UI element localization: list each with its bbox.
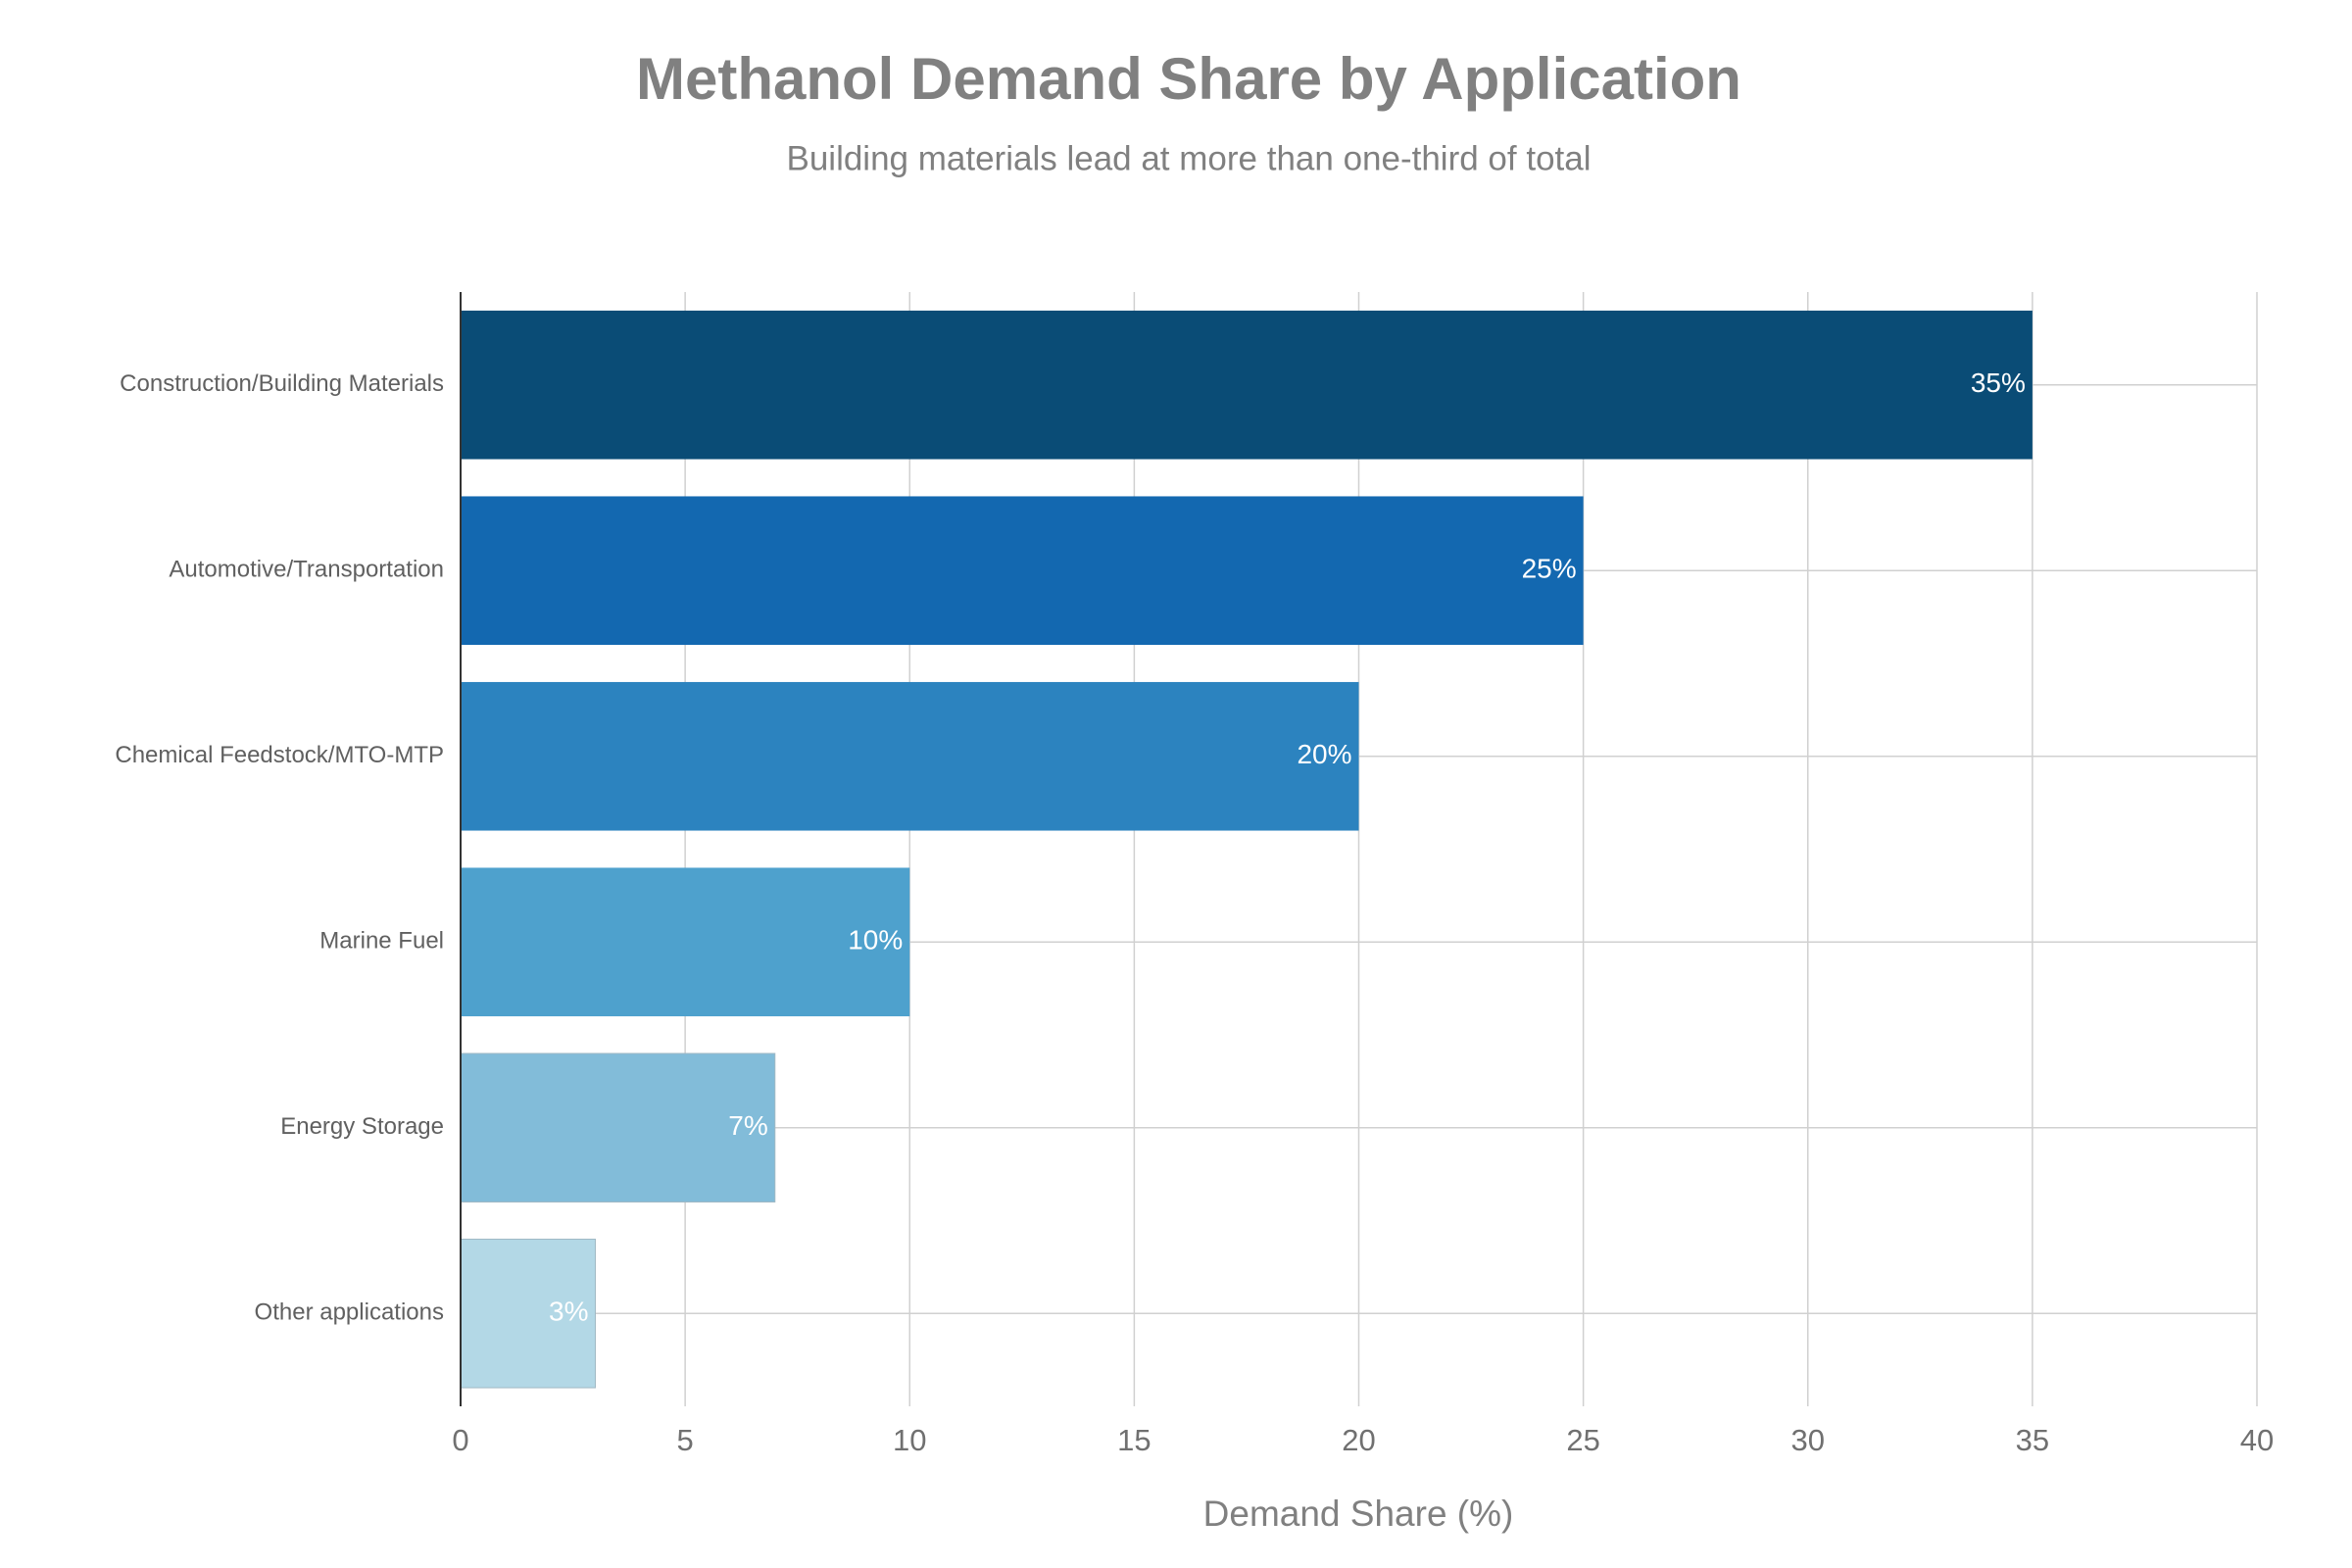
bar [461, 681, 1359, 831]
x-tick-label: 10 [893, 1423, 926, 1457]
data-label: 25% [1522, 554, 1577, 584]
x-tick-label: 25 [1566, 1423, 1599, 1457]
x-tick-label: 30 [1791, 1423, 1825, 1457]
bar [460, 1238, 596, 1389]
x-tick-label: 20 [1342, 1423, 1375, 1457]
x-tick-label: 35 [2016, 1423, 2049, 1457]
x-axis-label: Demand Share (%) [1203, 1494, 1514, 1534]
chart-title: Methanol Demand Share by Application [636, 46, 1741, 112]
y-tick-label: Construction/Building Materials [120, 370, 444, 397]
y-tick-label: Chemical Feedstock/MTO-MTP [115, 742, 444, 768]
bar [461, 867, 910, 1017]
y-tick-label: Other applications [255, 1299, 444, 1326]
bar [460, 1053, 776, 1203]
x-tick-label: 15 [1117, 1423, 1151, 1457]
data-label: 20% [1297, 739, 1351, 769]
data-label: 10% [848, 925, 903, 956]
chart-subtitle: Building materials lead at more than one… [786, 139, 1591, 177]
bar [461, 496, 1584, 646]
data-label: 3% [549, 1297, 588, 1327]
data-label: 7% [728, 1110, 767, 1141]
y-tick-label: Automotive/Transportation [169, 557, 444, 583]
bar [461, 310, 2033, 460]
data-label: 35% [1971, 368, 2026, 398]
x-tick-label: 5 [677, 1423, 694, 1457]
y-tick-label: Marine Fuel [319, 928, 444, 955]
x-tick-label: 0 [452, 1423, 468, 1457]
x-tick-label: 40 [2240, 1423, 2274, 1457]
y-tick-label: Energy Storage [280, 1113, 444, 1140]
